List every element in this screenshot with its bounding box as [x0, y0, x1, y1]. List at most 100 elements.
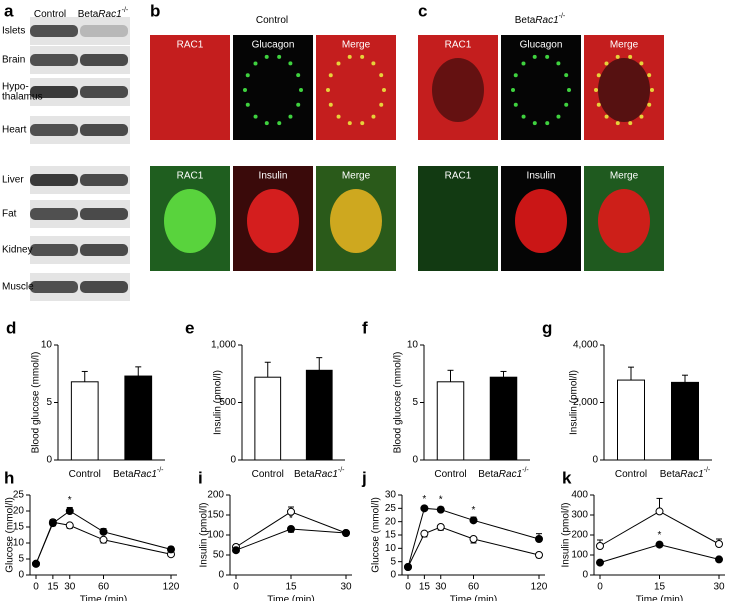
blot-band [80, 54, 128, 66]
data-point [65, 507, 74, 515]
micrograph [418, 166, 498, 271]
data-point [48, 519, 57, 528]
blot-band [80, 25, 128, 37]
y-tick-label: 25 [13, 490, 25, 501]
y-axis-label: Blood glucose (mmol/l) [393, 352, 404, 454]
x-tick-label: 30 [435, 582, 447, 593]
cell-dot [628, 54, 633, 59]
blot-band [30, 54, 78, 66]
data-point [436, 523, 445, 531]
cell-dot [379, 102, 384, 107]
y-tick-label: 100 [207, 530, 224, 541]
panel-title-part: Rac1 [535, 15, 558, 26]
column-label-part: Control [34, 9, 66, 20]
micrograph [150, 35, 230, 140]
data-point [287, 525, 295, 533]
significance-mark: * [658, 530, 662, 541]
panel-letter: c [418, 1, 427, 20]
x-tick-label: Control [615, 469, 647, 480]
y-tick-label: 400 [571, 490, 588, 501]
x-tick-label: 0 [405, 582, 411, 593]
image-label: Merge [610, 171, 639, 182]
x-tick-label: 120 [163, 582, 180, 593]
y-tick-label: 5 [390, 556, 396, 567]
x-tick-label: 30 [340, 582, 352, 593]
blot-band [30, 86, 78, 98]
y-tick-label: 0 [582, 570, 588, 581]
y-tick-label: 300 [571, 510, 588, 521]
cell-dot [360, 121, 365, 126]
blot-band [80, 208, 128, 220]
cell-dot [245, 73, 250, 78]
x-tick-label-part: -/- [522, 467, 529, 474]
row-label: Hypo- [2, 82, 29, 93]
blot-band [30, 244, 78, 256]
cell-dot [545, 54, 550, 59]
bar [124, 375, 153, 461]
cell-dot [299, 88, 303, 92]
x-tick-label: 15 [654, 582, 666, 593]
y-axis-label: Glucose (mmol/l) [5, 497, 16, 573]
x-tick-label-part: -/- [338, 467, 345, 474]
x-tick-label: 15 [47, 582, 59, 593]
y-tick-label: 0 [412, 455, 418, 466]
panel-letter: h [4, 468, 14, 487]
column-label: Control [34, 9, 66, 20]
cell-dot [511, 88, 516, 93]
islet [515, 189, 567, 253]
panel-title: BetaRac1-/- [515, 13, 566, 25]
y-tick-label: 10 [385, 543, 397, 554]
y-tick-label: 0 [218, 570, 224, 581]
cell-dot [567, 88, 571, 92]
y-tick-label: 200 [571, 530, 588, 541]
panel-letter: g [542, 318, 552, 337]
x-tick-label: 0 [233, 582, 239, 593]
cell-dot [379, 73, 384, 78]
cell-dot [243, 88, 248, 93]
blot-band [30, 124, 78, 136]
significance-mark: * [68, 495, 72, 506]
data-point [596, 558, 604, 567]
data-point [99, 535, 108, 544]
x-tick-label: 30 [713, 582, 725, 593]
y-tick-label: 15 [385, 530, 397, 541]
data-point [596, 542, 604, 550]
x-tick-label-part: Control [69, 469, 101, 480]
x-tick-label-part: Rac1 [680, 469, 703, 480]
x-tick-label-part: Beta [294, 469, 315, 480]
column-label-part: Rac1 [98, 9, 121, 20]
x-axis-label: Time (min) [80, 595, 127, 601]
significance-mark: * [422, 494, 426, 505]
column-label-part: -/- [122, 7, 129, 14]
image-label: Merge [342, 171, 371, 182]
cell-dot [604, 114, 609, 119]
x-tick-label-part: Beta [660, 469, 681, 480]
cell-dot [347, 121, 352, 126]
micrograph [316, 35, 396, 140]
cell-dot [288, 61, 293, 66]
significance-mark: * [439, 495, 443, 506]
islet [598, 58, 650, 122]
cell-dot [521, 114, 526, 119]
row-label: Muscle [2, 282, 34, 293]
x-tick-label-part: Rac1 [315, 469, 338, 480]
y-axis-label: Glucose (mmol/l) [371, 497, 382, 573]
data-point [99, 527, 108, 536]
row-label: Brain [2, 55, 25, 66]
y-tick-label: 100 [571, 550, 588, 561]
y-tick-label: 10 [407, 340, 419, 351]
islet [598, 189, 650, 253]
y-tick-label: 10 [13, 538, 25, 549]
cell-dot [556, 114, 561, 119]
y-axis-label: Insulin (pmol/l) [199, 502, 210, 567]
cell-dot [596, 102, 601, 107]
x-tick-label: BetaRac1-/- [113, 467, 164, 479]
row-label: thalamus [2, 92, 43, 103]
data-point [404, 563, 412, 571]
panel-letter: e [185, 318, 194, 337]
cell-dot [594, 88, 599, 93]
y-tick-label: 30 [385, 490, 397, 501]
y-axis-label: Blood glucose (mmol/l) [31, 352, 42, 454]
row-label: Kidney [2, 245, 33, 256]
